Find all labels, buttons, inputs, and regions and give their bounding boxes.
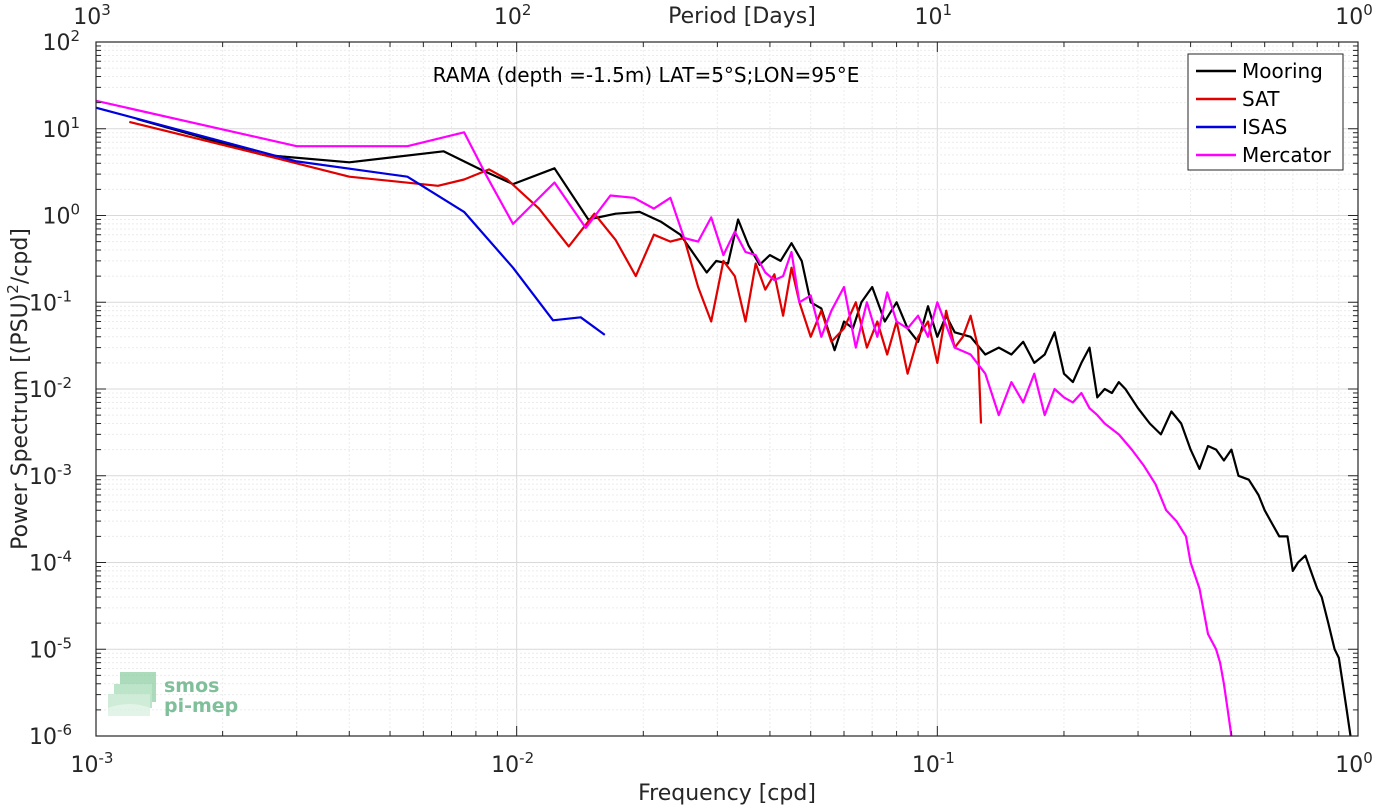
series-line-mooring	[136, 117, 1352, 736]
y-tick-label: 101	[42, 114, 80, 143]
top-x-tick-label: 100	[1335, 1, 1373, 30]
y-tick-label: 10-2	[29, 374, 72, 403]
top-x-tick-label: 102	[494, 1, 532, 30]
smos-pi-mep-logo: smos pi-mep	[108, 672, 238, 717]
y-tick-label: 10-6	[29, 721, 72, 750]
legend-label-sat: SAT	[1242, 87, 1280, 111]
x-tick-label: 100	[1335, 749, 1373, 778]
series-line-mercator	[96, 99, 1233, 736]
top-x-axis-title: Period [Days]	[668, 4, 816, 29]
logo-text-pimep: pi-mep	[164, 695, 238, 717]
top-x-tick-label: 103	[73, 1, 111, 30]
y-tick-label: 100	[42, 201, 80, 230]
top-x-tick-label: 101	[915, 1, 953, 30]
grid	[95, 41, 1359, 737]
legend-label-isas: ISAS	[1242, 115, 1287, 139]
y-tick-label: 10-1	[29, 287, 72, 316]
y-axis-title-tail: /cpd]	[8, 228, 33, 284]
legend-label-mooring: Mooring	[1242, 59, 1323, 83]
x-tick-label: 10-1	[912, 749, 955, 778]
y-tick-label: 10-3	[29, 461, 72, 490]
y-tick-label: 10-5	[29, 634, 72, 663]
chart-title: RAMA (depth =-1.5m) LAT=5°S;LON=95°E	[433, 63, 860, 87]
series-line-isas	[96, 106, 606, 336]
series-line-sat	[129, 120, 983, 424]
logo-wave-icon	[108, 672, 156, 716]
x-tick-label: 10-2	[491, 749, 534, 778]
logo-text-smos: smos	[164, 675, 219, 697]
legend: Mooring SAT ISAS Mercator	[1187, 53, 1344, 171]
x-tick-label: 10-3	[71, 749, 114, 778]
y-tick-label: 102	[42, 27, 80, 56]
y-axis-title: Power Spectrum [(PSU)2/cpd]	[4, 228, 33, 550]
x-axis-title: Frequency [cpd]	[638, 781, 816, 806]
legend-label-mercator: Mercator	[1242, 143, 1332, 167]
y-axis-title-main: Power Spectrum [(PSU)	[8, 294, 33, 550]
series-layer	[96, 99, 1352, 736]
legend-box	[1187, 53, 1344, 171]
y-axis-title-sup: 2	[4, 284, 22, 294]
ticks	[95, 41, 1359, 737]
y-tick-label: 10-4	[29, 548, 72, 577]
